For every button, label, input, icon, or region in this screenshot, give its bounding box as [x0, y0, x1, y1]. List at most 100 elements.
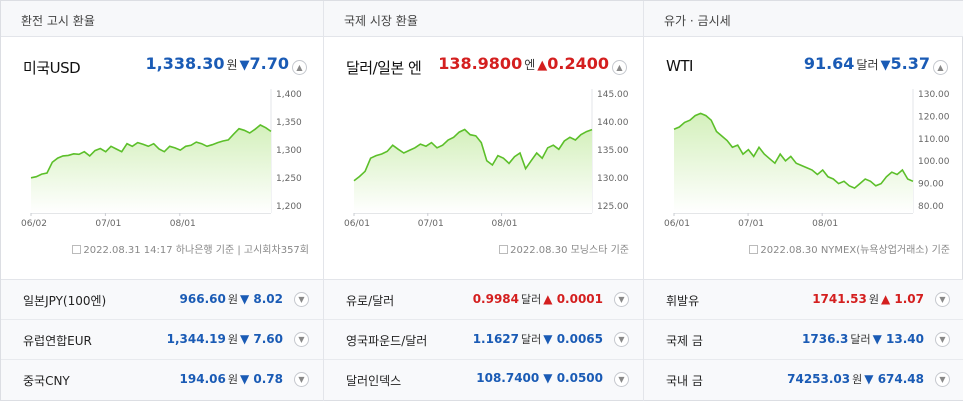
chevron-down-icon[interactable]: ▼ — [935, 372, 950, 387]
data-source: 2022.08.30 모닝스타 기준 — [499, 241, 629, 256]
list-item[interactable]: 유로/달러 0.9984 달러 ▲ 0.0001 ▼ — [324, 280, 643, 320]
y-tick-label: 1,300 — [276, 146, 302, 156]
item-change: 13.40 — [886, 332, 924, 346]
item-value: 1736.3 달러 ▼ 13.40 — [802, 331, 924, 347]
panel-main-quote[interactable]: WTI 91.64 달러 ▼5.37 ▲ 130.00 120.00 110.00 100… — [644, 37, 963, 279]
x-tick-label: 07/01 — [418, 219, 444, 229]
list-item[interactable]: 영국파운드/달러 1.1627 달러 ▼ 0.0065 ▼ — [324, 320, 643, 360]
y-tick-label: 135.00 — [597, 146, 629, 156]
price-change: 7.70 — [249, 54, 289, 73]
quote-value: 91.64 달러 ▼5.37 — [804, 54, 930, 73]
price-chart: 145.00 140.00 135.00 130.00 125.00 06/01 07/01… — [344, 89, 629, 229]
item-price: 194.06 — [179, 372, 226, 386]
panel-international-market: 국제 시장 환율 달러/일본 엔 138.9800 엔 ▲0.2400 ▲ 145.… — [323, 1, 643, 401]
chevron-down-icon[interactable]: ▼ — [294, 292, 309, 307]
panel-header[interactable]: 환전 고시 환율 — [1, 1, 323, 37]
price-change: 5.37 — [890, 54, 930, 73]
list-item[interactable]: 달러인덱스 108.7400 ▼ 0.0500 ▼ — [324, 360, 643, 400]
source-text: 2022.08.30 NYMEX(뉴욕상업거래소) 기준 — [760, 245, 950, 256]
item-label: 유로/달러 — [346, 294, 395, 308]
item-label: 국제 금 — [666, 334, 703, 348]
chevron-up-icon[interactable]: ▲ — [933, 60, 948, 75]
item-unit: 원 — [868, 293, 879, 306]
price-unit: 엔 — [524, 58, 536, 72]
y-tick-label: 80.00 — [918, 202, 944, 212]
y-tick-label: 100.00 — [918, 157, 950, 167]
item-value: 0.9984 달러 ▲ 0.0001 — [473, 291, 603, 307]
item-value: 966.60 원 ▼ 8.02 — [180, 291, 283, 307]
y-tick-label: 130.00 — [918, 90, 950, 100]
y-tick-label: 1,400 — [276, 90, 302, 100]
item-label: 중국CNY — [23, 374, 70, 388]
list-item[interactable]: 중국CNY 194.06 원 ▼ 0.78 ▼ — [1, 360, 323, 400]
series-line — [30, 124, 272, 179]
chevron-down-icon[interactable]: ▼ — [935, 292, 950, 307]
x-tick-label: 08/01 — [492, 219, 518, 229]
panel-main-quote[interactable]: 미국USD 1,338.30 원 ▼7.70 ▲ 1,400 1,350 1,300 1,… — [1, 37, 323, 279]
panel-header[interactable]: 국제 시장 환율 — [324, 1, 643, 37]
series-area — [674, 113, 913, 213]
source-text: 2022.08.30 모닝스타 기준 — [510, 245, 629, 256]
panel-header[interactable]: 유가 · 금시세 — [644, 1, 963, 37]
rate-list: 일본JPY(100엔) 966.60 원 ▼ 8.02 ▼ 유럽연합EUR 1,34… — [1, 279, 323, 400]
data-source: 2022.08.30 NYMEX(뉴욕상업거래소) 기준 — [749, 241, 950, 256]
source-text: 2022.08.31 14:17 하나은행 기준 | 고시회차357회 — [83, 245, 309, 256]
item-unit: 달러 — [521, 333, 542, 346]
currency-name[interactable]: 달러/일본 엔 — [346, 59, 422, 77]
series-area — [31, 125, 271, 213]
item-price: 0.9984 — [472, 292, 520, 306]
up-arrow-icon: ▲ — [537, 58, 548, 73]
item-price: 1.1627 — [472, 332, 520, 346]
item-change: 0.0001 — [556, 292, 603, 306]
item-change: 0.0065 — [556, 332, 603, 346]
down-arrow-icon: ▼ — [872, 332, 882, 346]
item-label: 휘발유 — [666, 294, 700, 308]
chevron-down-icon[interactable]: ▼ — [294, 372, 309, 387]
chevron-down-icon[interactable]: ▼ — [935, 332, 950, 347]
item-value: 194.06 원 ▼ 0.78 — [180, 371, 283, 387]
calendar-icon — [499, 245, 509, 254]
x-tick-label: 06/01 — [664, 219, 690, 229]
item-unit: 달러 — [850, 333, 871, 346]
chevron-down-icon[interactable]: ▼ — [614, 292, 629, 307]
chevron-down-icon[interactable]: ▼ — [294, 332, 309, 347]
item-price: 1741.53 — [812, 292, 867, 306]
item-unit: 원 — [227, 293, 238, 306]
x-tick-label: 07/01 — [95, 219, 121, 229]
currency-name[interactable]: 미국USD — [23, 59, 81, 77]
list-item[interactable]: 국제 금 1736.3 달러 ▼ 13.40 ▼ — [644, 320, 963, 360]
y-tick-label: 125.00 — [597, 202, 629, 212]
y-tick-label: 110.00 — [918, 135, 950, 145]
list-item[interactable]: 휘발유 1741.53 원 ▲ 1.07 ▼ — [644, 280, 963, 320]
item-change: 8.02 — [253, 292, 283, 306]
x-tick-label: 08/01 — [812, 219, 838, 229]
list-item[interactable]: 일본JPY(100엔) 966.60 원 ▼ 8.02 ▼ — [1, 280, 323, 320]
y-tick-label: 145.00 — [597, 90, 629, 100]
list-item[interactable]: 유럽연합EUR 1,344.19 원 ▼ 7.60 ▼ — [1, 320, 323, 360]
item-price: 1736.3 — [802, 332, 849, 346]
quote-value: 1,338.30 원 ▼7.70 — [146, 54, 289, 73]
quote-value: 138.9800 엔 ▲0.2400 — [438, 54, 609, 73]
down-arrow-icon: ▼ — [239, 58, 250, 73]
down-arrow-icon: ▼ — [543, 332, 553, 346]
price-value: 91.64 — [803, 54, 855, 73]
list-item[interactable]: 국내 금 74253.03 원 ▼ 674.48 ▼ — [644, 360, 963, 400]
down-arrow-icon: ▼ — [864, 372, 874, 386]
commodity-name[interactable]: WTI — [666, 57, 693, 75]
series-area — [354, 129, 592, 213]
chevron-down-icon[interactable]: ▼ — [614, 332, 629, 347]
price-unit: 원 — [226, 58, 238, 72]
chevron-down-icon[interactable]: ▼ — [614, 372, 629, 387]
chevron-up-icon[interactable]: ▲ — [612, 60, 627, 75]
down-arrow-icon: ▼ — [543, 371, 553, 385]
item-change: 0.78 — [253, 372, 283, 386]
price-value: 138.9800 — [438, 54, 523, 73]
item-unit: 원 — [852, 373, 863, 386]
item-price: 74253.03 — [787, 372, 851, 386]
panel-main-quote[interactable]: 달러/일본 엔 138.9800 엔 ▲0.2400 ▲ 145.00 140.00 1… — [324, 37, 643, 279]
chevron-up-icon[interactable]: ▲ — [292, 60, 307, 75]
item-change: 7.60 — [253, 332, 283, 346]
item-change: 674.48 — [877, 372, 924, 386]
item-value: 108.7400 ▼ 0.0500 — [476, 371, 603, 385]
y-tick-label: 90.00 — [918, 180, 944, 190]
